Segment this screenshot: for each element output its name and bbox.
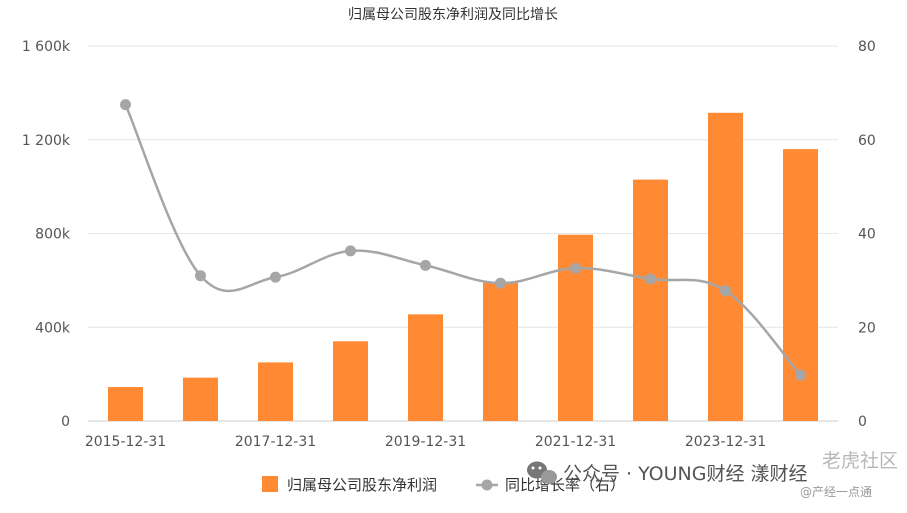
legend: 归属母公司股东净利润 同比增长率（右） xyxy=(262,476,625,494)
bar xyxy=(258,362,293,421)
watermark-source: @产经一点通 xyxy=(800,485,872,499)
legend-item-growth[interactable]: 同比增长率（右） xyxy=(476,476,625,494)
line-point xyxy=(570,262,581,274)
chart-title: 归属母公司股东净利润及同比增长 xyxy=(348,6,558,23)
bar xyxy=(633,179,668,421)
y-right-tick-label: 20 xyxy=(858,320,876,336)
bar-series xyxy=(108,112,818,421)
bar xyxy=(408,314,443,421)
bar xyxy=(708,112,743,421)
x-tick-label: 2023-12-31 xyxy=(685,434,766,450)
bar xyxy=(333,341,368,421)
wechat-icon xyxy=(527,461,557,484)
legend-swatch-bar xyxy=(262,476,278,492)
x-tick-label: 2019-12-31 xyxy=(385,434,466,450)
legend-swatch-dot xyxy=(481,479,493,491)
bar xyxy=(108,387,143,421)
line-point xyxy=(795,369,806,381)
y-left-tick-label: 0 xyxy=(61,414,70,430)
bar xyxy=(183,377,218,421)
legend-label-profit: 归属母公司股东净利润 xyxy=(287,476,437,494)
line-point xyxy=(120,99,131,111)
line-point xyxy=(720,285,731,297)
bar xyxy=(483,281,518,421)
watermark-wechat: 公众号 · YOUNG财经 漾财经 xyxy=(563,463,808,485)
x-tick-label: 2021-12-31 xyxy=(535,434,616,450)
y-left-tick-label: 800k xyxy=(35,227,71,243)
legend-item-profit[interactable]: 归属母公司股东净利润 xyxy=(262,476,437,494)
y-right-tick-label: 0 xyxy=(858,414,867,430)
watermark: 公众号 · YOUNG财经 漾财经 老虎社区 @产经一点通 xyxy=(527,450,898,499)
x-tick-label: 2015-12-31 xyxy=(85,434,166,450)
y-right-tick-label: 80 xyxy=(858,39,876,55)
y-left-tick-label: 1 200k xyxy=(22,133,71,149)
y-axis-left: 0 400k 800k 1 200k 1 600k xyxy=(22,39,71,430)
x-tick-label: 2017-12-31 xyxy=(235,434,316,450)
bar xyxy=(558,234,593,421)
growth-line xyxy=(124,104,802,376)
y-axis-right: 0 20 40 60 80 xyxy=(858,39,876,430)
x-axis: 2015-12-31 2017-12-31 2019-12-31 2021-12-31… xyxy=(85,434,766,450)
y-right-tick-label: 60 xyxy=(858,133,876,149)
y-left-tick-label: 1 600k xyxy=(22,39,71,55)
legend-label-growth: 同比增长率（右） xyxy=(505,476,625,494)
line-point xyxy=(345,245,356,257)
line-points xyxy=(120,99,806,381)
y-left-tick-label: 400k xyxy=(35,320,71,336)
watermark-site: 老虎社区 xyxy=(822,450,898,472)
line-point xyxy=(270,271,281,283)
line-point xyxy=(495,277,506,289)
y-right-tick-label: 40 xyxy=(858,227,876,243)
line-point xyxy=(645,273,656,285)
line-point xyxy=(420,259,431,271)
line-point xyxy=(195,270,206,282)
